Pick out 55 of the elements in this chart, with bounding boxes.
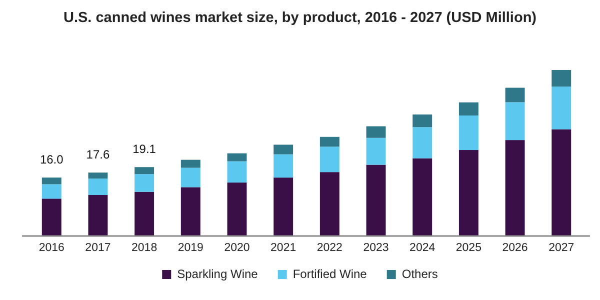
bar xyxy=(458,115,478,150)
bar xyxy=(505,88,525,102)
bar xyxy=(412,127,432,158)
bar xyxy=(458,102,478,116)
bar xyxy=(42,198,62,236)
bar xyxy=(412,114,432,128)
bar xyxy=(366,138,386,165)
bar xyxy=(274,178,294,236)
bar xyxy=(412,158,432,236)
bar xyxy=(320,172,340,236)
legend-label: Sparkling Wine xyxy=(177,267,258,281)
bar xyxy=(366,164,386,236)
annotation: 19.1 xyxy=(132,142,156,156)
legend-label: Others xyxy=(402,267,438,281)
bar xyxy=(505,102,525,140)
bar xyxy=(134,167,154,174)
bar xyxy=(134,192,154,236)
legend-label: Fortified Wine xyxy=(292,267,368,281)
x-tick-label: 2025 xyxy=(456,242,482,254)
x-tick-label: 2026 xyxy=(502,242,528,254)
bar xyxy=(274,154,294,178)
bar xyxy=(227,161,247,183)
bar xyxy=(274,144,294,154)
bar xyxy=(180,187,200,236)
x-tick-label: 2018 xyxy=(132,242,158,254)
bar xyxy=(88,178,108,195)
x-tick-label: 2023 xyxy=(363,242,389,254)
bar xyxy=(88,172,108,179)
x-tick-label: 2021 xyxy=(270,242,296,254)
bar xyxy=(180,168,200,188)
x-tick-label: 2024 xyxy=(410,242,436,254)
bar xyxy=(180,160,200,168)
chart-title: U.S. canned wines market size, by product, 2016 - 2027 (USD Million) xyxy=(64,10,537,26)
annotation: 16.0 xyxy=(40,152,64,167)
bar xyxy=(505,140,525,236)
x-tick-label: 2019 xyxy=(178,242,204,254)
x-tick-label: 2027 xyxy=(548,242,574,254)
x-tick-label: 2022 xyxy=(316,242,342,254)
bar xyxy=(552,129,572,236)
x-tick-label: 2016 xyxy=(38,242,64,254)
x-tick-label: 2017 xyxy=(85,242,111,254)
x-tick-label: 2020 xyxy=(224,242,250,254)
bar xyxy=(134,174,154,192)
bar xyxy=(42,178,62,184)
bar xyxy=(227,153,247,162)
bar xyxy=(552,70,572,87)
bar xyxy=(227,182,247,236)
bar xyxy=(458,150,478,236)
bar xyxy=(552,86,572,130)
bar xyxy=(320,146,340,172)
bar xyxy=(320,136,340,147)
bar xyxy=(88,195,108,236)
bar xyxy=(42,184,62,199)
bar xyxy=(366,126,386,138)
annotation: 17.6 xyxy=(86,148,110,162)
